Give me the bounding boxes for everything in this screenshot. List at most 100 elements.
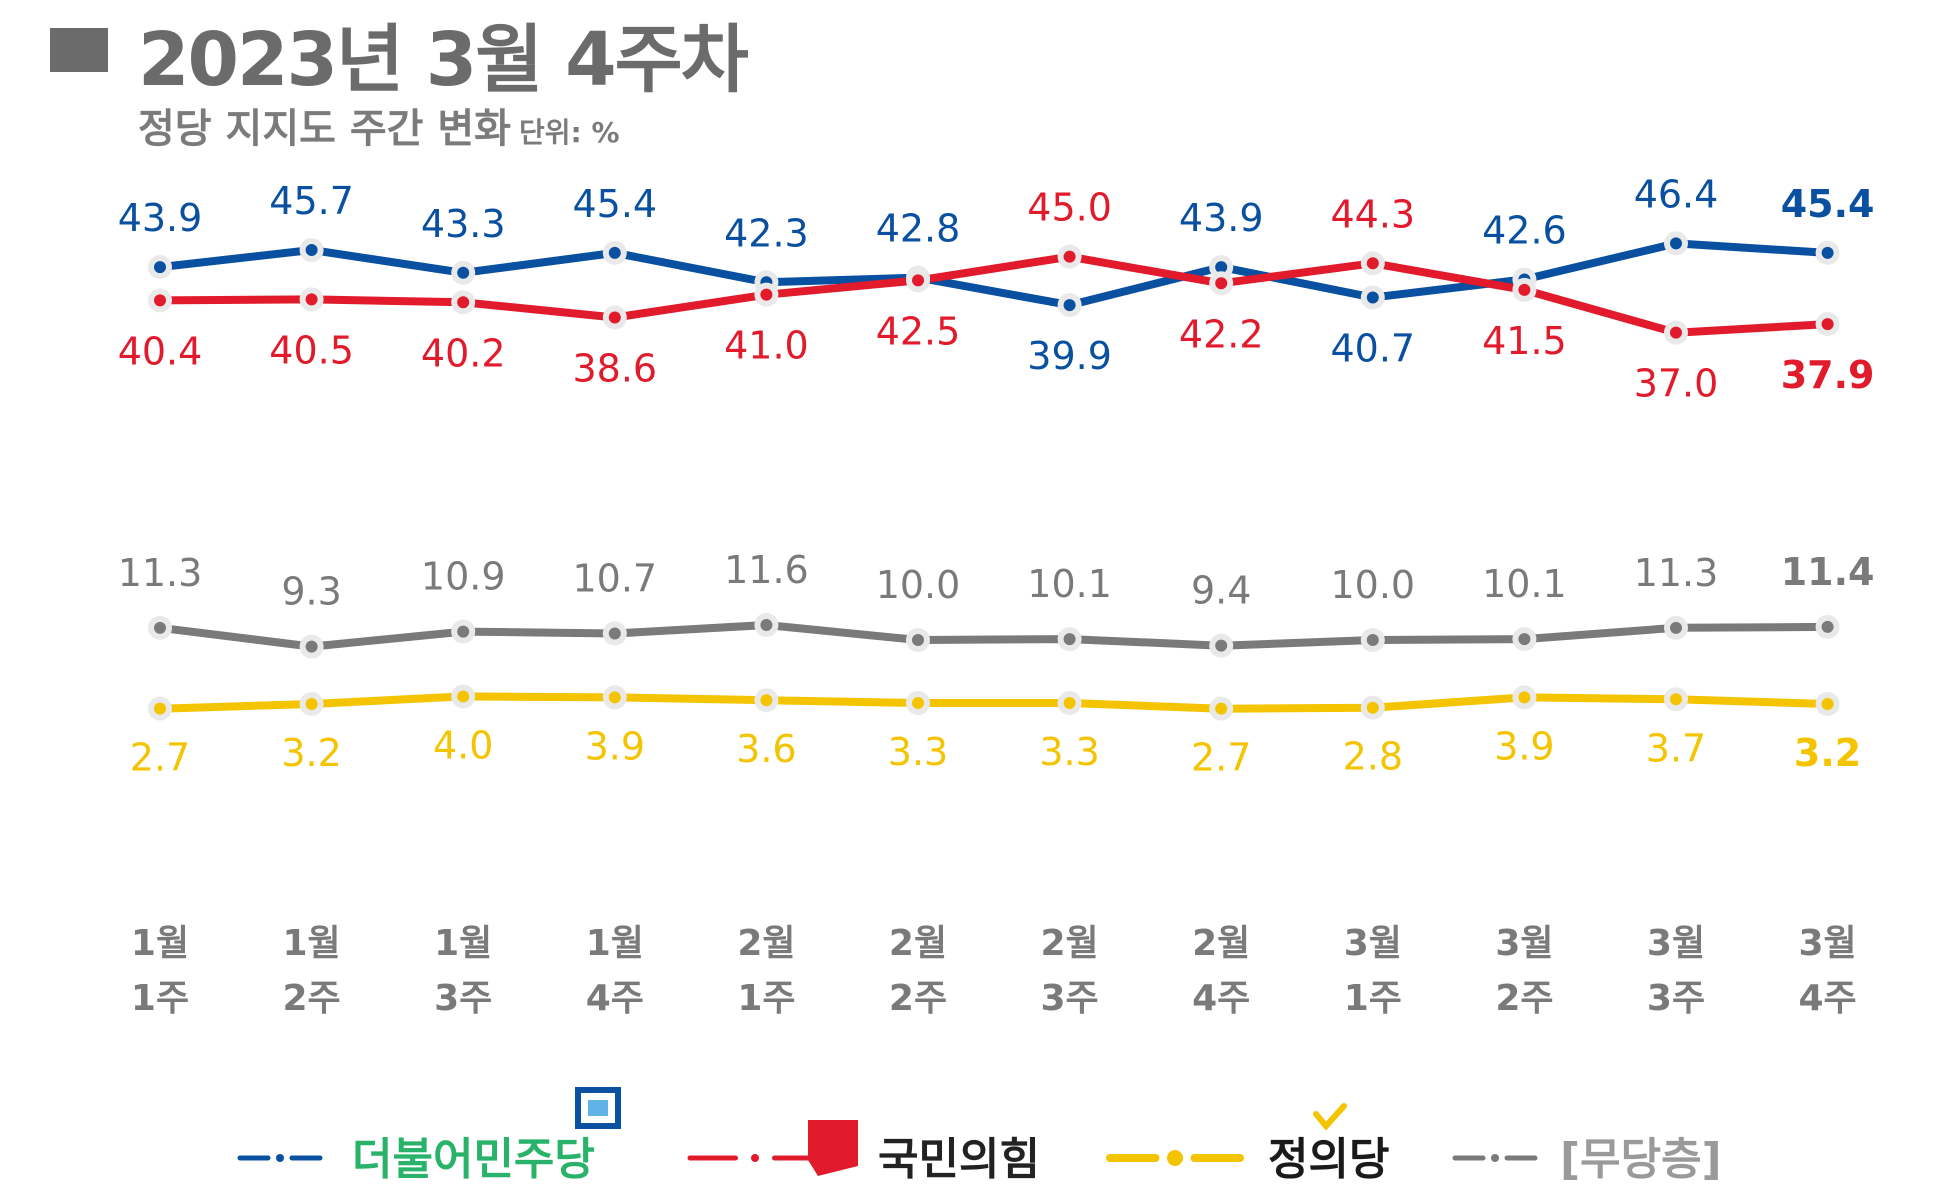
x-tick-week: 3주 bbox=[1647, 978, 1705, 1019]
value-label-justice: 4.0 bbox=[433, 723, 493, 767]
data-point-independent bbox=[1063, 633, 1076, 646]
value-label-democratic: 43.3 bbox=[421, 202, 506, 246]
value-label-ppp: 38.6 bbox=[572, 346, 657, 390]
x-tick-month: 2월 bbox=[1192, 923, 1250, 964]
data-point-ppp bbox=[1215, 277, 1228, 290]
data-point-justice bbox=[1215, 702, 1228, 715]
value-label-independent: 11.3 bbox=[1634, 551, 1719, 595]
data-point-justice bbox=[154, 702, 166, 715]
x-tick-month: 3월 bbox=[1799, 923, 1857, 964]
legend-item-ppp: 국민의힘 bbox=[687, 1120, 1040, 1185]
value-label-ppp: 40.2 bbox=[421, 331, 506, 375]
value-label-ppp: 44.3 bbox=[1330, 192, 1415, 236]
value-label-independent: 9.4 bbox=[1191, 569, 1251, 613]
data-point-ppp bbox=[912, 274, 924, 287]
legend-dot-ppp bbox=[751, 1154, 759, 1162]
data-point-independent bbox=[154, 621, 166, 634]
data-point-democratic bbox=[1215, 261, 1228, 274]
value-label-justice: 3.7 bbox=[1646, 726, 1706, 770]
data-point-independent bbox=[1821, 620, 1834, 633]
data-point-justice bbox=[1366, 701, 1379, 714]
value-label-independent: 10.1 bbox=[1482, 562, 1567, 606]
x-tick-month: 3월 bbox=[1495, 923, 1553, 964]
value-labels: 43.9 45.7 43.3 45.4 42.3 42.8 39.9 43.9 40.7 42.6… bbox=[118, 172, 1875, 779]
value-label-ppp: 37.0 bbox=[1634, 362, 1719, 406]
data-point-independent bbox=[1670, 621, 1682, 634]
x-tick-week: 3주 bbox=[1041, 978, 1099, 1019]
series-points bbox=[148, 231, 1840, 721]
democratic-logo-inner bbox=[588, 1100, 608, 1116]
data-point-ppp bbox=[154, 294, 166, 307]
data-point-ppp bbox=[1670, 326, 1682, 339]
value-label-justice: 2.7 bbox=[130, 736, 190, 780]
justice-check-icon bbox=[1313, 1103, 1347, 1131]
value-label-independent: 11.4 bbox=[1781, 550, 1875, 594]
legend-label-justice: 정의당 bbox=[1268, 1134, 1389, 1185]
value-label-justice: 3.9 bbox=[585, 724, 645, 768]
data-point-democratic bbox=[608, 246, 621, 259]
value-label-justice: 2.8 bbox=[1343, 735, 1403, 779]
x-tick-week: 3주 bbox=[434, 978, 492, 1019]
chart-title: 2023년 3월 4주차 bbox=[138, 17, 749, 103]
series-lines bbox=[156, 239, 1832, 713]
x-tick-month: 1월 bbox=[434, 923, 492, 964]
subtitle-text: 정당 지지도 주간 변화 bbox=[138, 106, 511, 152]
series-line-independent bbox=[156, 621, 1832, 651]
data-point-ppp bbox=[1821, 318, 1834, 331]
data-point-independent bbox=[457, 625, 470, 638]
value-label-independent: 10.0 bbox=[876, 563, 961, 607]
value-label-democratic: 45.4 bbox=[1781, 182, 1875, 226]
value-label-ppp: 37.9 bbox=[1781, 353, 1875, 397]
value-label-justice: 2.7 bbox=[1191, 736, 1251, 780]
value-label-ppp: 42.5 bbox=[876, 309, 961, 353]
x-tick-week: 4주 bbox=[1192, 978, 1250, 1019]
value-label-independent: 10.0 bbox=[1330, 563, 1415, 607]
x-tick-week: 2주 bbox=[889, 978, 947, 1019]
value-label-democratic: 43.9 bbox=[118, 196, 203, 240]
value-label-justice: 3.3 bbox=[888, 730, 948, 774]
value-label-democratic: 43.9 bbox=[1179, 196, 1264, 240]
data-point-ppp bbox=[608, 311, 621, 324]
value-label-democratic: 45.7 bbox=[269, 179, 354, 223]
data-point-democratic bbox=[1063, 299, 1076, 312]
data-point-justice bbox=[305, 697, 318, 710]
data-point-independent bbox=[760, 619, 773, 631]
data-point-democratic bbox=[1366, 291, 1379, 304]
value-label-justice: 3.6 bbox=[736, 727, 796, 771]
x-tick-month: 2월 bbox=[1041, 923, 1099, 964]
data-point-ppp bbox=[305, 293, 318, 306]
value-label-ppp: 41.5 bbox=[1482, 319, 1567, 363]
value-label-independent: 11.3 bbox=[118, 551, 203, 595]
legend-dot-justice bbox=[1167, 1150, 1183, 1166]
data-point-justice bbox=[457, 690, 470, 703]
x-tick-week: 1주 bbox=[1344, 978, 1402, 1019]
title-square-icon bbox=[50, 28, 108, 72]
data-point-ppp bbox=[1518, 283, 1531, 296]
legend-label-ppp: 국민의힘 bbox=[878, 1134, 1040, 1185]
value-label-justice: 3.9 bbox=[1494, 724, 1554, 768]
x-tick-month: 2월 bbox=[737, 923, 795, 964]
value-label-independent: 11.6 bbox=[724, 548, 809, 592]
x-tick-week: 1주 bbox=[131, 978, 189, 1019]
data-point-justice bbox=[1518, 691, 1531, 704]
legend-item-justice: 정의당 bbox=[1106, 1103, 1389, 1185]
value-label-democratic: 45.4 bbox=[572, 182, 657, 226]
data-point-independent bbox=[305, 640, 318, 653]
x-tick-month: 3월 bbox=[1647, 923, 1705, 964]
value-label-independent: 10.1 bbox=[1027, 562, 1112, 606]
legend-dot-democratic bbox=[276, 1154, 284, 1162]
data-point-independent bbox=[1215, 639, 1228, 652]
x-tick-month: 2월 bbox=[889, 923, 947, 964]
value-label-democratic: 39.9 bbox=[1027, 334, 1112, 378]
legend-item-democratic: 더불어민주당 bbox=[237, 1087, 621, 1185]
data-point-ppp bbox=[1366, 257, 1379, 270]
legend-label-democratic: 더불어민주당 bbox=[352, 1134, 595, 1185]
x-tick-week: 4주 bbox=[586, 978, 644, 1019]
x-tick-month: 1월 bbox=[283, 923, 341, 964]
series-line-justice bbox=[156, 692, 1832, 713]
data-point-independent bbox=[608, 627, 621, 640]
data-point-democratic bbox=[1670, 237, 1682, 250]
x-tick-week: 1주 bbox=[737, 978, 795, 1019]
value-label-independent: 10.7 bbox=[572, 556, 657, 600]
